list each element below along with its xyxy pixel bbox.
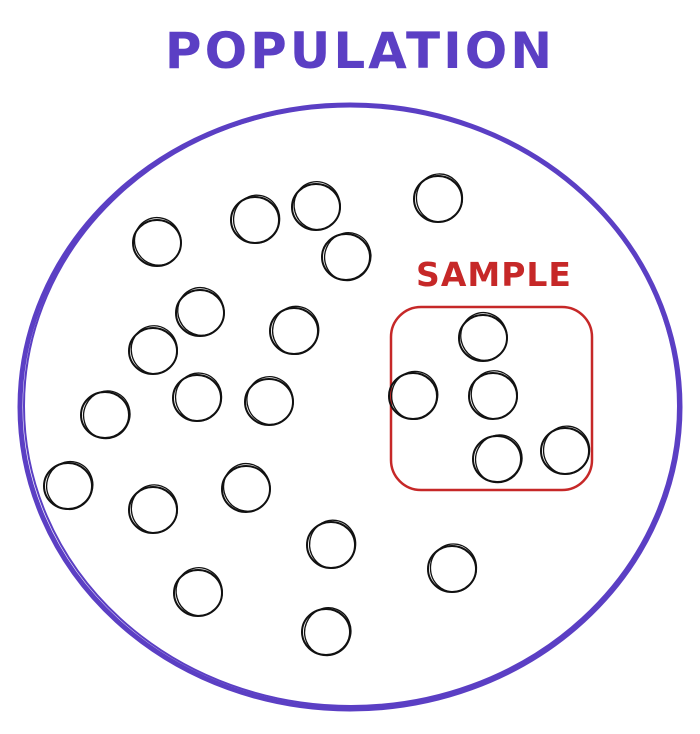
member-circle (468, 370, 518, 420)
population-circle (17, 102, 683, 712)
population-members (43, 173, 591, 657)
member-circle (321, 232, 372, 282)
member-circle (540, 425, 591, 475)
member-circle (458, 311, 508, 362)
population-title: POPULATION (165, 22, 555, 80)
sample-label: SAMPLE (416, 255, 572, 294)
member-circle (472, 434, 523, 484)
member-circle (306, 519, 357, 569)
member-circle (80, 390, 131, 440)
member-circle (244, 376, 294, 426)
member-circle (43, 460, 94, 511)
member-circle (128, 484, 179, 534)
member-circle (388, 370, 439, 420)
member-circle (175, 286, 225, 337)
member-circle (291, 181, 341, 231)
member-circle (427, 543, 478, 593)
member-circle (128, 325, 178, 375)
member-circle (173, 567, 223, 617)
member-circle (172, 372, 223, 422)
member-circle (301, 607, 352, 657)
member-circle (221, 462, 271, 513)
member-circle (132, 216, 182, 267)
sample-box (389, 305, 594, 492)
member-circle (230, 194, 281, 244)
member-circle (269, 305, 320, 355)
member-circle (413, 173, 464, 223)
